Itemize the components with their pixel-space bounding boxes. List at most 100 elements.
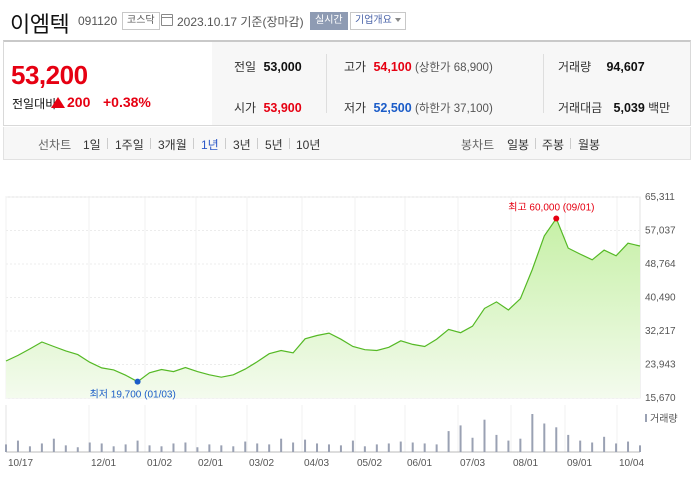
divider (225, 138, 226, 149)
stat-label: 거래대금 (558, 101, 603, 115)
divider (570, 138, 571, 149)
tab-3y[interactable]: 3년 (233, 138, 251, 152)
stat-value: 53,000 (263, 60, 302, 74)
volume-bar (339, 445, 342, 452)
volume-legend-swatch (645, 414, 647, 422)
volume-bar (447, 431, 450, 452)
tab-1y[interactable]: 1년 (201, 138, 219, 152)
volume-bar (256, 443, 259, 452)
price-chart[interactable]: 65,311 57,037 48,764 40,490 32,217 23,943 15,6… (0, 160, 694, 477)
volume-bar (52, 438, 55, 452)
x-tick-label: 03/02 (249, 458, 274, 469)
compare-label: 전일대비 (12, 97, 57, 111)
volume-bar (304, 439, 307, 452)
tab-5y[interactable]: 5년 (265, 138, 283, 152)
tab-10y[interactable]: 10년 (296, 138, 321, 152)
volume-bar (244, 441, 247, 452)
price-area (6, 218, 640, 398)
x-tick-label: 05/02 (357, 458, 382, 469)
current-price: 53,200 (11, 60, 88, 90)
volume-bar (399, 441, 402, 452)
volume-bar (100, 443, 103, 452)
stat-value: 54,100 (373, 60, 412, 74)
tab-1d[interactable]: 1일 (83, 138, 101, 152)
divider (193, 138, 194, 149)
x-tick-label: 04/03 (304, 458, 329, 469)
chevron-down-icon (394, 18, 401, 22)
volume-bar (483, 419, 486, 452)
volume-bar (543, 423, 546, 452)
stat-prev: 전일 53,000 (234, 58, 302, 75)
candle-chart-label: 봉차트 (461, 138, 495, 152)
volume-bar (268, 444, 271, 452)
stat-amount: 거래대금 5,039 백만 (558, 99, 670, 116)
volume-bar (507, 440, 510, 452)
volume-bar (375, 444, 378, 452)
volume-bar (627, 441, 630, 452)
price-summary: 53,200 전일대비 200 +0.38% 전일 53,000 고가 54,1… (3, 40, 691, 126)
stat-volume: 거래량 94,607 (558, 58, 645, 75)
tab-weekly[interactable]: 주봉 (542, 138, 565, 152)
high-marker (553, 215, 560, 222)
volume-bar (64, 445, 67, 452)
volume-bar (615, 443, 618, 452)
volume-bar (567, 434, 570, 452)
x-tick-label: 07/03 (460, 458, 485, 469)
stat-value: 5,039 (613, 101, 645, 115)
divider (535, 138, 536, 149)
divider (107, 138, 108, 149)
tab-1w[interactable]: 1주일 (115, 138, 144, 152)
volume-bar (112, 446, 115, 452)
chart-period-tabs: 선차트 1일 1주일 3개월 1년 3년 5년 10년 봉차트 일봉 주봉 월봉 (3, 127, 691, 160)
volume-bar (292, 442, 295, 452)
volume-bar (423, 443, 426, 452)
y-tick-label: 65,311 (645, 192, 675, 203)
volume-bar (471, 437, 474, 452)
low-marker (134, 378, 141, 385)
volume-bar (160, 446, 163, 452)
price-line (5, 217, 641, 383)
volume-bar (579, 440, 582, 452)
volume-bar (184, 442, 187, 452)
stock-name: 이엠텍 (10, 12, 70, 37)
volume-bar (519, 438, 522, 452)
price-chart-svg[interactable]: 65,311 57,037 48,764 40,490 32,217 23,943 15,6… (0, 160, 694, 477)
company-overview-button[interactable]: 기업개요 (350, 12, 406, 30)
tab-monthly[interactable]: 월봉 (578, 138, 601, 152)
volume-bar (351, 440, 354, 452)
y-tick-label: 23,943 (645, 360, 676, 371)
tab-3m[interactable]: 3개월 (158, 138, 187, 152)
volume-bar (196, 447, 199, 452)
x-tick-label: 08/01 (513, 458, 538, 469)
stock-code: 091120 (78, 14, 118, 28)
volume-bar (5, 444, 7, 452)
volume-bar (316, 443, 319, 452)
stat-value: 94,607 (606, 60, 645, 74)
volume-bar (76, 447, 79, 452)
stat-value: 52,500 (373, 101, 412, 115)
volume-bar (232, 446, 235, 452)
divider (543, 54, 544, 113)
tab-daily[interactable]: 일봉 (507, 138, 530, 152)
volume-bar (387, 443, 390, 452)
volume-bar (220, 445, 223, 452)
company-overview-label: 기업개요 (355, 15, 392, 26)
realtime-button[interactable]: 실시간 (310, 12, 348, 30)
price-change: 200 (67, 94, 91, 110)
stat-label: 고가 (344, 60, 367, 74)
divider (150, 138, 151, 149)
stat-label: 저가 (344, 101, 367, 115)
price-change-percent: +0.38% (103, 94, 151, 110)
volume-label: 거래량 (650, 413, 678, 425)
y-tick-label: 15,670 (645, 393, 676, 404)
volume-bar (459, 425, 462, 452)
y-tick-label: 32,217 (645, 326, 676, 337)
volume-bar (495, 434, 498, 452)
volume-bar (639, 445, 641, 452)
volume-bar (555, 427, 558, 452)
high-label: 최고 60,000 (09/01) (508, 202, 594, 214)
price-stats: 전일 53,000 고가 54,100 (상한가 68,900) 거래량 94,… (212, 42, 690, 125)
volume-bar (435, 444, 438, 452)
stat-label: 거래량 (558, 60, 592, 74)
up-arrow-icon (51, 97, 65, 108)
